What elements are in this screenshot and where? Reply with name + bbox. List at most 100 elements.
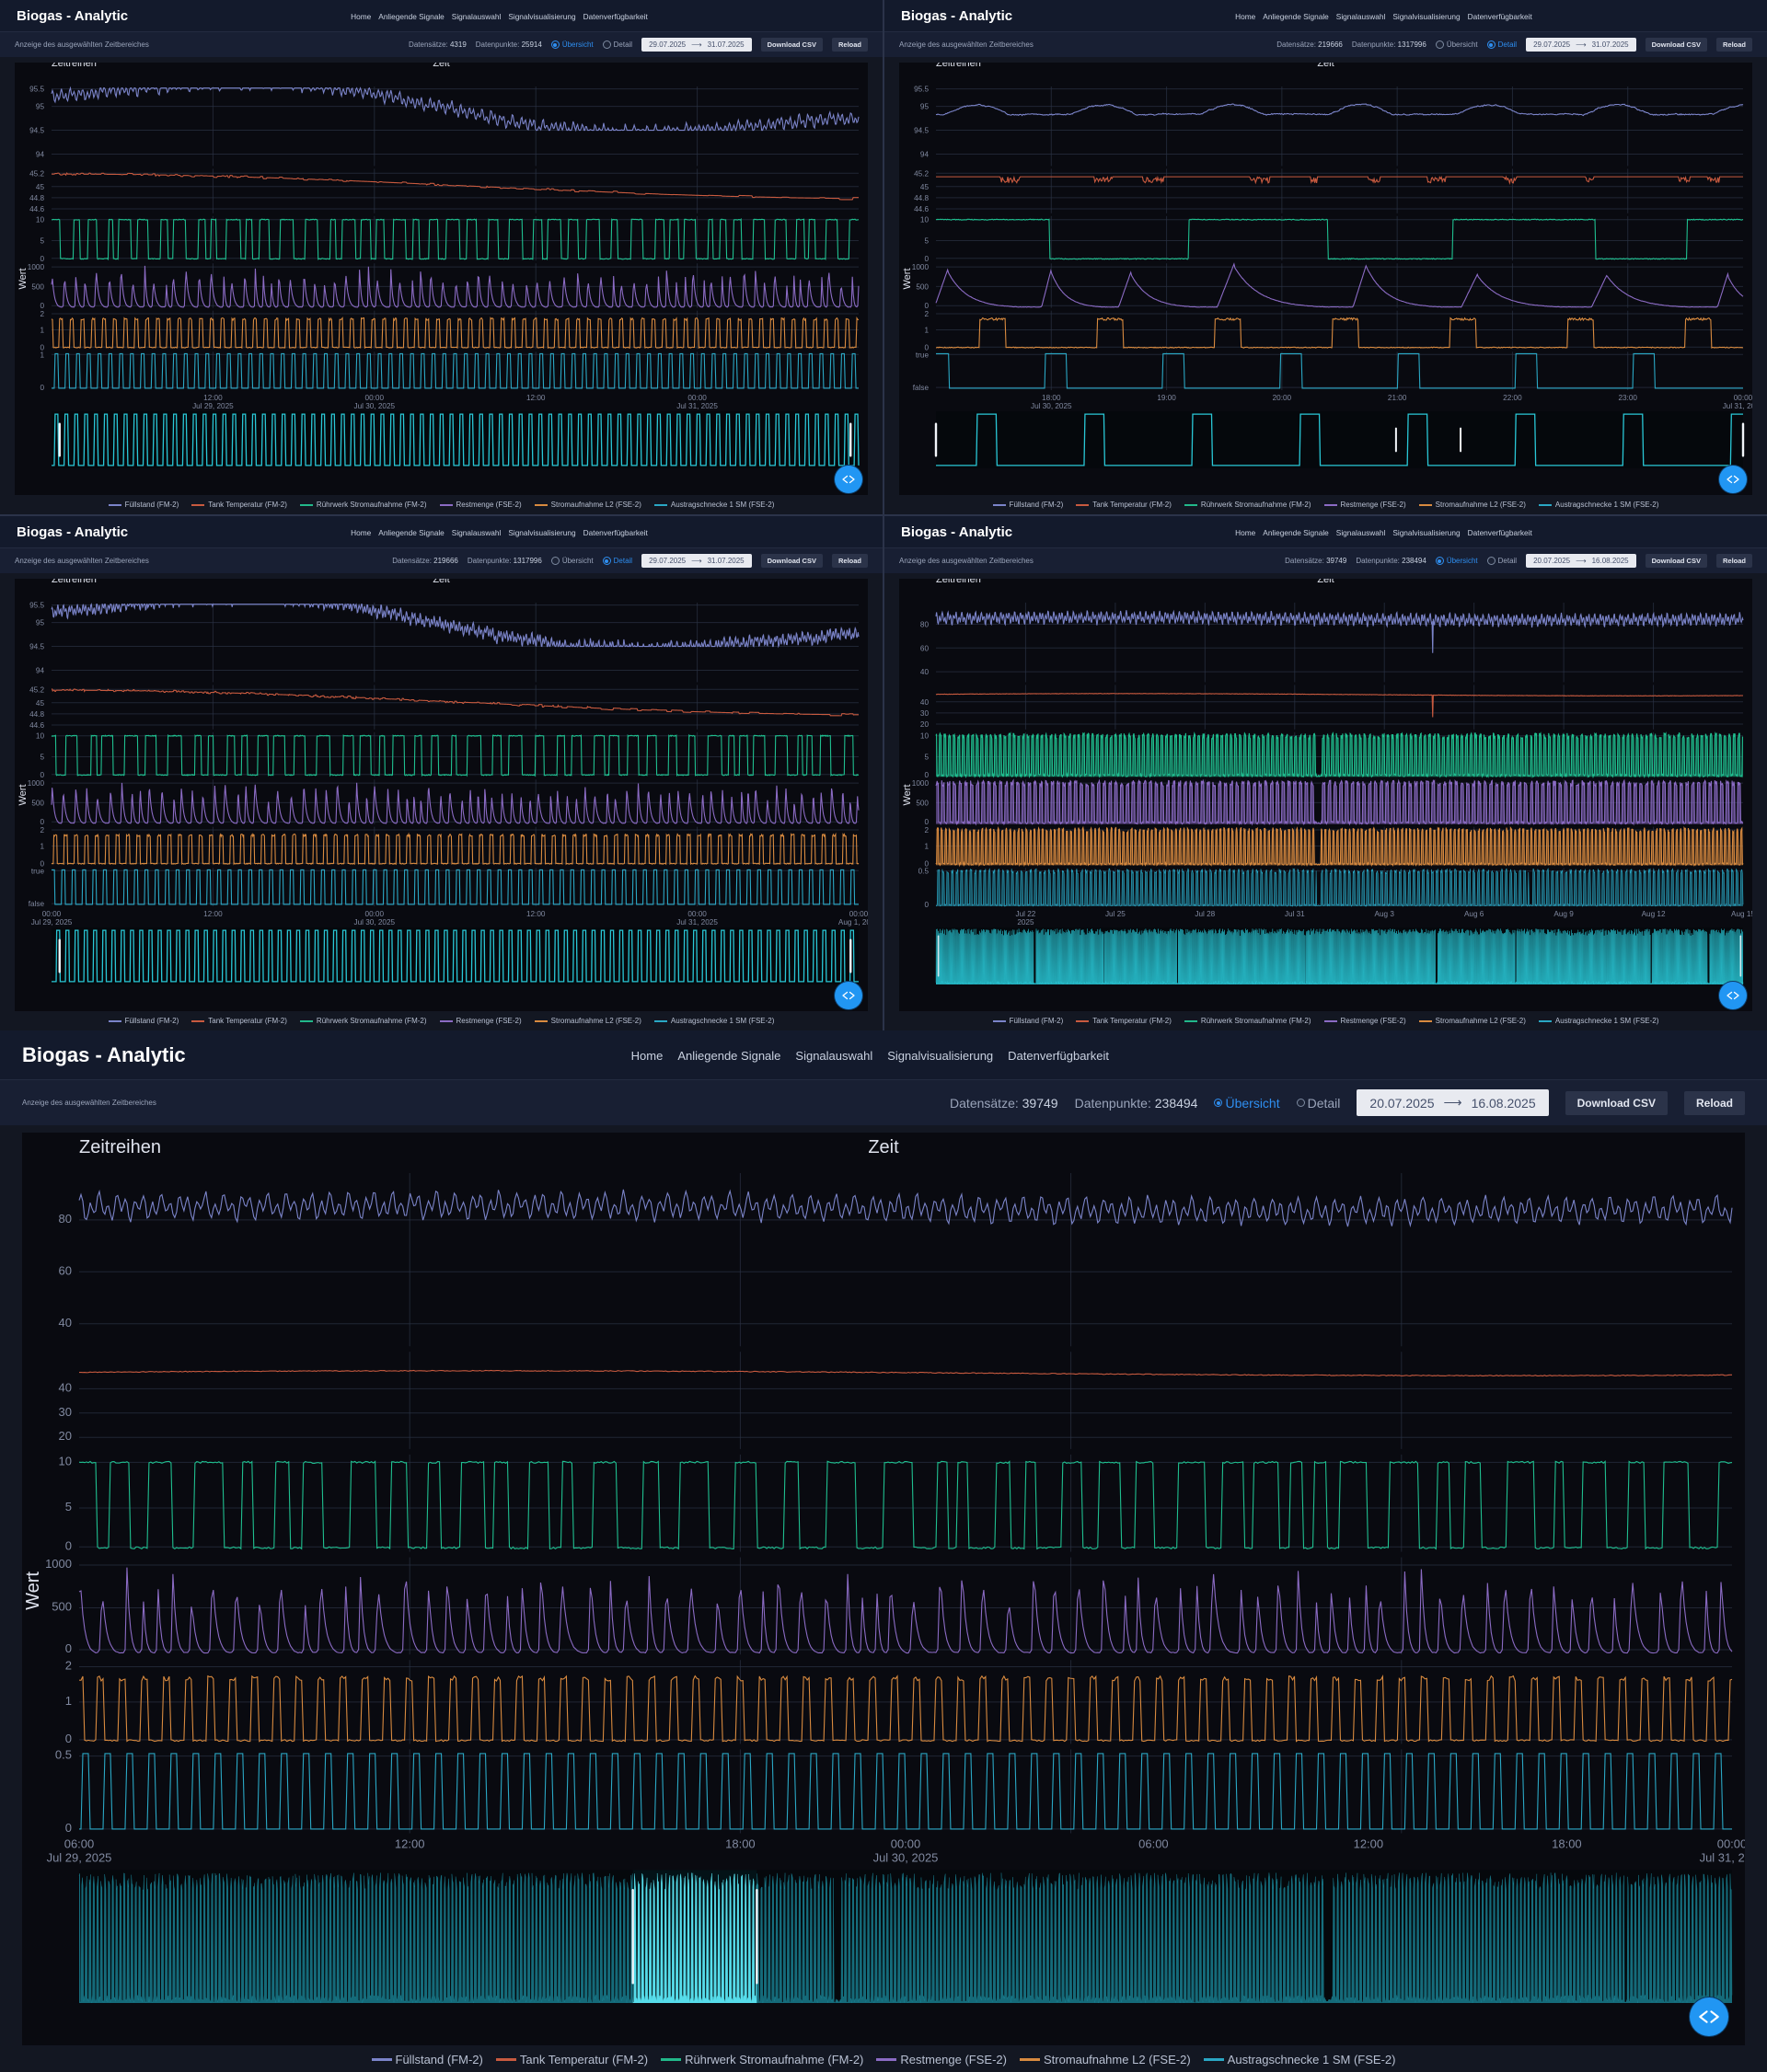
svg-text:Zeitreihen: Zeitreihen [936,579,981,585]
svg-text:5: 5 [924,236,929,245]
svg-text:1: 1 [924,327,929,335]
svg-text:95.5: 95.5 [29,86,44,94]
svg-text:95.5: 95.5 [29,602,44,610]
svg-text:Jul 22: Jul 22 [1016,910,1036,918]
svg-text:45.2: 45.2 [29,169,44,178]
svg-text:0.5: 0.5 [918,868,930,876]
svg-text:00:00: 00:00 [849,910,868,918]
svg-text:500: 500 [31,282,44,291]
svg-text:00:00: 00:00 [687,910,707,918]
svg-text:06:00: 06:00 [64,1836,95,1850]
svg-text:0: 0 [40,818,44,826]
svg-text:Aug 15: Aug 15 [1731,910,1752,918]
svg-text:95: 95 [920,103,930,111]
svg-text:80: 80 [920,620,930,628]
svg-text:Zeitreihen: Zeitreihen [52,579,97,585]
svg-text:0: 0 [924,255,929,263]
svg-text:Zeit: Zeit [868,1137,899,1157]
svg-text:45.2: 45.2 [29,685,44,694]
svg-text:40: 40 [920,668,930,676]
svg-text:21:00: 21:00 [1388,394,1407,402]
svg-text:45: 45 [920,183,930,191]
svg-text:44.8: 44.8 [914,194,929,202]
svg-text:10: 10 [59,1454,72,1468]
svg-text:0: 0 [924,302,929,310]
svg-text:00:00: 00:00 [891,1836,921,1850]
svg-text:0: 0 [65,1538,72,1552]
svg-text:5: 5 [40,236,44,245]
svg-text:18:00: 18:00 [1552,1836,1582,1850]
svg-text:1000: 1000 [28,779,45,788]
svg-text:Aug 9: Aug 9 [1553,910,1574,918]
svg-text:0: 0 [40,255,44,263]
svg-text:Zeit: Zeit [433,63,449,69]
svg-text:true: true [916,351,930,359]
svg-text:18:00: 18:00 [1042,394,1061,402]
svg-text:false: false [29,900,45,908]
svg-text:60: 60 [59,1263,72,1277]
svg-text:Zeit: Zeit [1317,63,1334,69]
svg-text:1: 1 [40,843,44,851]
svg-text:Aug 3: Aug 3 [1375,910,1395,918]
svg-text:00:00: 00:00 [365,394,385,402]
svg-text:12:00: 12:00 [526,394,546,402]
svg-text:12:00: 12:00 [203,394,223,402]
svg-text:19:00: 19:00 [1157,394,1176,402]
svg-text:1: 1 [65,1694,72,1708]
svg-text:12:00: 12:00 [203,910,223,918]
svg-text:2: 2 [40,310,44,318]
svg-text:2: 2 [65,1659,72,1673]
svg-text:500: 500 [916,799,929,807]
svg-text:0: 0 [65,1732,72,1745]
svg-text:00:00: 00:00 [42,910,62,918]
svg-text:94.5: 94.5 [29,127,44,135]
svg-text:60: 60 [920,644,930,652]
svg-text:22:00: 22:00 [1503,394,1522,402]
svg-text:Jul 31, 2025: Jul 31, 2025 [676,918,718,927]
svg-text:12:00: 12:00 [526,910,546,918]
svg-text:12:00: 12:00 [395,1836,425,1850]
svg-text:95: 95 [36,619,45,627]
svg-text:5: 5 [40,753,44,761]
svg-text:Aug 1, 2025: Aug 1, 2025 [838,918,868,927]
svg-text:23:00: 23:00 [1618,394,1637,402]
svg-text:1000: 1000 [912,263,930,271]
svg-text:30: 30 [59,1405,72,1419]
svg-text:44.8: 44.8 [29,194,44,202]
svg-text:0: 0 [924,818,929,826]
svg-text:Jul 25: Jul 25 [1105,910,1126,918]
svg-text:45.2: 45.2 [914,169,929,178]
svg-text:500: 500 [52,1600,72,1614]
svg-text:00:00: 00:00 [1734,394,1752,402]
svg-text:500: 500 [916,282,929,291]
svg-text:00:00: 00:00 [365,910,385,918]
svg-text:0: 0 [924,771,929,779]
svg-text:0: 0 [40,302,44,310]
svg-text:Jul 30, 2025: Jul 30, 2025 [353,402,395,410]
svg-text:Jul 31, 2025: Jul 31, 2025 [676,402,718,410]
svg-text:Wert: Wert [23,1571,43,1610]
svg-text:10: 10 [36,216,45,224]
svg-text:Jul 31: Jul 31 [1285,910,1305,918]
svg-text:true: true [31,867,45,875]
svg-text:12:00: 12:00 [1354,1836,1384,1850]
svg-text:5: 5 [65,1500,72,1514]
svg-text:80: 80 [59,1212,72,1226]
svg-text:Zeit: Zeit [1317,579,1334,585]
svg-text:Jul 30, 2025: Jul 30, 2025 [873,1850,939,1864]
svg-text:Zeitreihen: Zeitreihen [52,63,97,69]
svg-text:20: 20 [920,720,930,729]
svg-text:Aug 6: Aug 6 [1464,910,1484,918]
svg-text:40: 40 [59,1380,72,1394]
svg-text:Zeitreihen: Zeitreihen [936,63,981,69]
svg-text:1000: 1000 [28,263,45,271]
svg-text:06:00: 06:00 [1138,1836,1169,1850]
svg-text:95.5: 95.5 [914,86,929,94]
svg-text:Jul 29, 2025: Jul 29, 2025 [31,918,73,927]
svg-text:Jul 30, 2025: Jul 30, 2025 [1031,402,1072,410]
svg-text:Aug 12: Aug 12 [1642,910,1666,918]
svg-text:2: 2 [924,310,929,318]
svg-text:45: 45 [36,699,45,708]
svg-text:10: 10 [36,732,45,741]
svg-text:10: 10 [920,732,930,741]
